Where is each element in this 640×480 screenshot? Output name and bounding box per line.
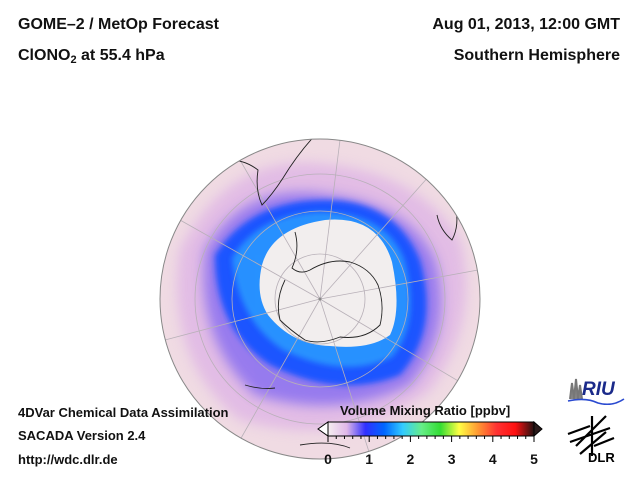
- colorbar-tick-label: 4: [488, 451, 497, 467]
- colorbar-tick-label: 3: [447, 451, 456, 467]
- riu-text: RIU: [582, 379, 616, 400]
- wave-icon: [567, 398, 625, 405]
- colorbar-tick-label: 5: [530, 451, 538, 467]
- graticule: [164, 139, 479, 456]
- globe-border: [159, 138, 481, 460]
- australia-outline: [299, 442, 351, 449]
- species-main: ClONO: [18, 47, 71, 64]
- hemisphere-label: Southern Hemisphere: [453, 47, 620, 64]
- forecast-date: Aug 01, 2013, 12:00 GMT: [432, 16, 620, 33]
- antarctica-outline: [277, 231, 383, 343]
- colorbar-tick-label: 1: [365, 451, 374, 467]
- colorbar-extend-min: [317, 421, 329, 437]
- colorbar-bar: [327, 421, 535, 437]
- footer-method: 4DVar Chemical Data Assimilation: [18, 405, 229, 420]
- cathedral-icon: [569, 378, 583, 400]
- colorbar-tick-label: 2: [406, 451, 415, 467]
- species-level: at 55.4 hPa: [76, 47, 165, 64]
- title-species: ClONO2 at 55.4 hPa: [18, 47, 165, 66]
- footer-version: SACADA Version 2.4: [18, 428, 146, 443]
- colorbar: [317, 420, 543, 442]
- colorbar-extend-max: [533, 420, 543, 438]
- new-zealand-outline: [244, 384, 276, 390]
- species-subscript: 2: [70, 54, 77, 66]
- footer-url[interactable]: http://wdc.dlr.de: [18, 452, 118, 467]
- south-pole-marker: [318, 297, 322, 301]
- colorbar-tick-marks: [327, 436, 535, 442]
- colorbar-tick-label: 0: [324, 451, 332, 467]
- riu-logo: RIU: [567, 378, 625, 405]
- dlr-emblem-icon: [567, 415, 615, 456]
- dlr-logo: DLR: [567, 415, 615, 465]
- title-product: GOME–2 / MetOp Forecast: [18, 16, 219, 33]
- globe-content: [160, 139, 480, 459]
- dlr-text: DLR: [588, 450, 615, 465]
- colorbar-label: Volume Mixing Ratio [ppbv]: [340, 403, 511, 418]
